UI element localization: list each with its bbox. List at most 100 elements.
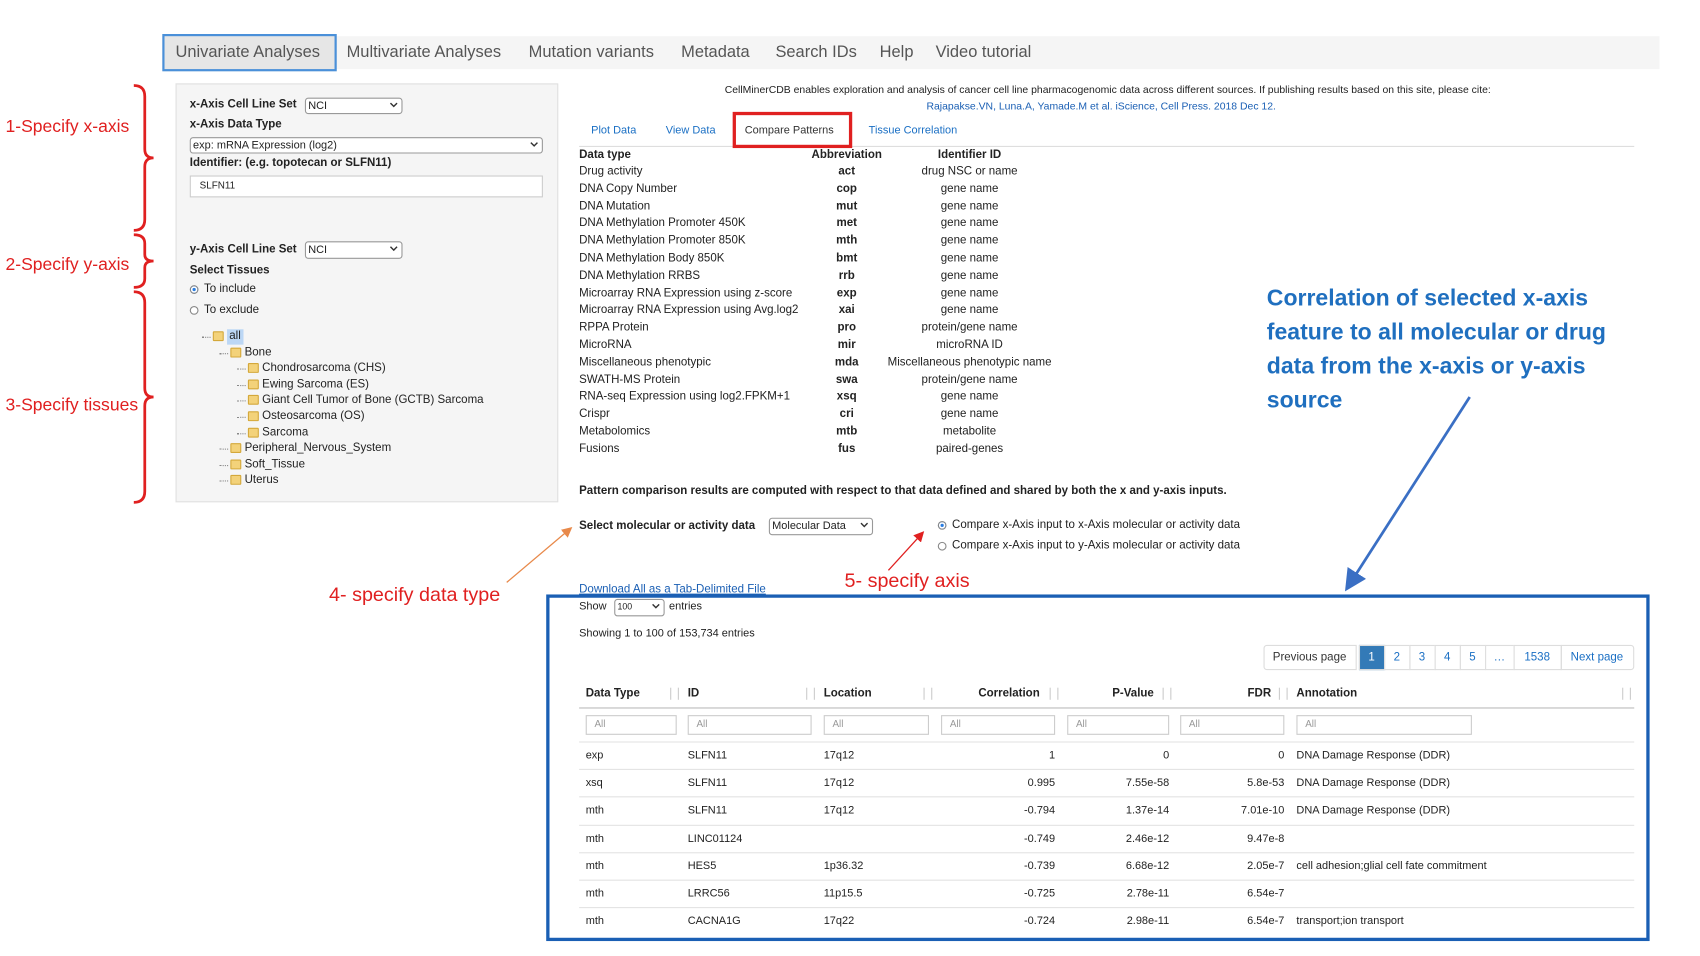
- table-cell: 5.8e-53: [1247, 777, 1285, 790]
- filter-placeholder[interactable]: All: [594, 718, 606, 730]
- radio[interactable]: [937, 541, 947, 551]
- tree-connector: [236, 416, 246, 418]
- filter-placeholder[interactable]: All: [696, 718, 708, 730]
- filter-placeholder[interactable]: All: [1305, 718, 1317, 730]
- sort-icon[interactable]: [1622, 687, 1631, 700]
- sort-icon[interactable]: [806, 687, 815, 700]
- column-header[interactable]: Data Type: [585, 686, 640, 701]
- filter-placeholder[interactable]: All: [1075, 718, 1087, 730]
- page-number[interactable]: 5: [1469, 650, 1476, 664]
- page-button[interactable]: [1263, 644, 1357, 671]
- tree-node[interactable]: Soft_Tissue: [244, 457, 305, 471]
- table-cell: SLFN11: [687, 804, 728, 817]
- data-select-value[interactable]: Molecular Data: [772, 520, 846, 533]
- label: Show: [579, 600, 607, 613]
- sort-icon[interactable]: [923, 687, 933, 700]
- sort-icon[interactable]: [1278, 687, 1288, 700]
- nav-tab[interactable]: Multivariate Analyses: [346, 42, 502, 62]
- page-label[interactable]: Previous page: [1272, 650, 1347, 664]
- sort-icon[interactable]: [1049, 687, 1059, 700]
- radio[interactable]: [189, 285, 199, 294]
- table-cell: Metabolomics: [579, 424, 651, 438]
- download-link[interactable]: Download All as a Tab-Delimited File: [579, 582, 766, 596]
- nav-tab[interactable]: Univariate Analyses: [175, 42, 320, 62]
- page-number[interactable]: …: [1493, 650, 1506, 664]
- nav-tab[interactable]: Video tutorial: [935, 42, 1032, 62]
- tree-node[interactable]: Ewing Sarcoma (ES): [262, 377, 370, 391]
- radio[interactable]: [937, 520, 947, 530]
- column-header[interactable]: P-Value: [1112, 686, 1154, 701]
- nav-tab[interactable]: Help: [879, 42, 914, 62]
- x-type-select-value[interactable]: exp: mRNA Expression (log2): [193, 139, 337, 152]
- tree-node[interactable]: Sarcoma: [262, 425, 309, 439]
- table-cell: 2.05e-7: [1247, 860, 1285, 873]
- radio-label[interactable]: Compare x-Axis input to x-Axis molecular…: [952, 517, 1241, 532]
- y-set-select[interactable]: [304, 241, 403, 259]
- filter-input[interactable]: [823, 715, 929, 735]
- tree-node[interactable]: Giant Cell Tumor of Bone (GCTB) Sarcoma: [262, 393, 484, 407]
- annotation: 1-Specify x-axis: [5, 117, 130, 137]
- page-number[interactable]: 4: [1444, 650, 1451, 664]
- page-number[interactable]: 3: [1418, 650, 1426, 664]
- tree-node[interactable]: Chondrosarcoma (CHS): [262, 361, 386, 375]
- y-set-select-value[interactable]: NCI: [308, 244, 328, 257]
- page-button[interactable]: [1560, 644, 1635, 671]
- filter-input[interactable]: [687, 715, 812, 735]
- nav-tab[interactable]: Search IDs: [775, 42, 857, 62]
- filter-placeholder[interactable]: All: [1188, 718, 1200, 730]
- column-header[interactable]: Location: [823, 686, 872, 701]
- subtab[interactable]: View Data: [665, 124, 716, 137]
- subtab[interactable]: Plot Data: [591, 124, 637, 137]
- filter-input[interactable]: [585, 715, 677, 735]
- page-number[interactable]: 1: [1368, 650, 1375, 664]
- data-select[interactable]: [768, 517, 874, 536]
- table-cell: 9.47e-8: [1247, 832, 1285, 845]
- x-set-select[interactable]: [304, 97, 403, 115]
- row-rule: [579, 824, 1635, 826]
- table-header: Abbreviation: [811, 148, 882, 162]
- select-caret: [860, 522, 869, 529]
- page-number[interactable]: 1538: [1524, 650, 1550, 664]
- nav-tab[interactable]: Mutation variants: [528, 42, 654, 62]
- page-number[interactable]: 2: [1393, 650, 1400, 664]
- table-cell: drug NSC or name: [921, 164, 1018, 178]
- show-select[interactable]: [614, 598, 665, 617]
- page-button[interactable]: [1513, 644, 1562, 671]
- table-cell: gene name: [940, 182, 999, 196]
- input-value[interactable]: SLFN11: [199, 179, 236, 191]
- subtab[interactable]: Compare Patterns: [744, 124, 834, 137]
- table-cell: mth: [836, 234, 858, 248]
- column-header[interactable]: ID: [687, 686, 700, 701]
- tree-node[interactable]: Osteosarcoma (OS): [262, 409, 365, 423]
- column-header[interactable]: Annotation: [1296, 686, 1358, 701]
- filter-input[interactable]: [1180, 715, 1285, 735]
- tree-node[interactable]: Peripheral_Nervous_System: [244, 441, 392, 455]
- filter-input[interactable]: [1067, 715, 1170, 735]
- table-cell: mir: [837, 338, 856, 352]
- radio[interactable]: [189, 306, 199, 315]
- filter-input[interactable]: [941, 715, 1056, 735]
- radio-label[interactable]: Compare x-Axis input to y-Axis molecular…: [952, 538, 1241, 552]
- filter-placeholder[interactable]: All: [832, 718, 844, 730]
- nav-tab[interactable]: Metadata: [681, 42, 750, 62]
- filter-placeholder[interactable]: All: [949, 718, 961, 730]
- sort-icon[interactable]: [1162, 687, 1172, 700]
- tree-node[interactable]: Uterus: [244, 473, 279, 487]
- show-select-value[interactable]: 100: [617, 601, 633, 612]
- citation-link[interactable]: Rajapakse.VN, Luna.A, Yamade.M et al. iS…: [926, 100, 1276, 113]
- x-type-select[interactable]: [189, 137, 543, 154]
- radio-label[interactable]: To include: [204, 282, 256, 296]
- identifier-input[interactable]: [189, 175, 543, 198]
- tree-node[interactable]: Bone: [244, 345, 272, 359]
- page-label[interactable]: Next page: [1570, 650, 1624, 664]
- tree-node[interactable]: all: [227, 329, 243, 345]
- column-header[interactable]: Correlation: [978, 686, 1040, 701]
- filter-input[interactable]: [1296, 715, 1472, 735]
- subtab[interactable]: Tissue Correlation: [868, 124, 958, 137]
- radio-label[interactable]: To exclude: [204, 302, 260, 317]
- column-header[interactable]: FDR: [1247, 686, 1272, 701]
- page-button[interactable]: [1358, 644, 1386, 671]
- active-tab[interactable]: [162, 34, 337, 72]
- sort-icon[interactable]: [670, 687, 679, 700]
- x-set-select-value[interactable]: NCI: [308, 99, 328, 112]
